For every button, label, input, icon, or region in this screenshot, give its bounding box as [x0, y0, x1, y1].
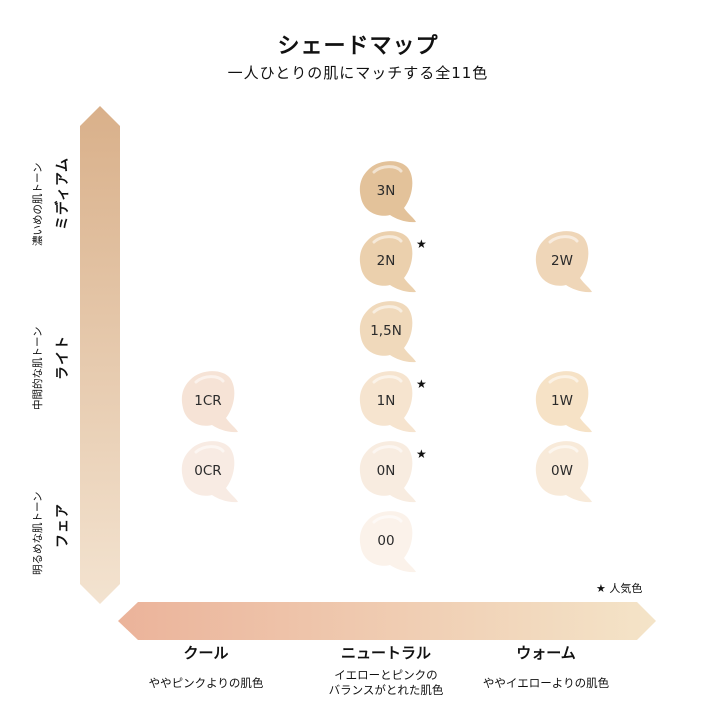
swatch-3n: 3N: [359, 161, 416, 223]
chart-title: シェードマップ: [277, 34, 439, 59]
swatch-label: 1W: [551, 393, 573, 409]
swatch-00: 00: [359, 511, 416, 573]
swatch-blob: [359, 161, 416, 223]
swatch-blob: [359, 301, 416, 363]
swatch-1w: 1W: [535, 371, 592, 433]
swatch-highlight: [548, 375, 579, 384]
swatch-blob: [359, 231, 416, 293]
chart-subtitle: 一人ひとりの肌にマッチする全11色: [227, 64, 489, 82]
swatch-2n: 2N ★: [359, 231, 427, 293]
swatch-highlight: [548, 445, 579, 454]
swatch-label: 0W: [551, 463, 573, 479]
y-label-medium: ミディアム: [55, 156, 71, 230]
popular-star-icon: ★: [416, 377, 427, 391]
swatch-highlight: [194, 445, 225, 454]
swatch-label: 1CR: [194, 393, 221, 409]
swatch-blob: [359, 511, 416, 573]
swatch-highlight: [372, 165, 403, 174]
swatch-label: 3N: [377, 183, 396, 199]
swatch-blob: [535, 441, 592, 503]
swatch-0n: 0N ★: [359, 441, 427, 503]
y-desc-fair: 明るめな肌トーン: [32, 491, 44, 575]
swatch-highlight: [372, 305, 403, 314]
swatch-label: 0N: [377, 463, 396, 479]
swatch-1n: 1N ★: [359, 371, 427, 433]
y-axis-arrow: [80, 106, 120, 604]
x-label-warm: ウォーム: [516, 644, 576, 662]
swatch-0cr: 0CR: [181, 441, 238, 503]
swatch-2w: 2W: [535, 231, 592, 293]
x-desc-warm: ややイエローよりの肌色: [482, 676, 610, 690]
swatch-label: 2N: [377, 253, 396, 269]
popular-star-icon: ★: [416, 237, 427, 251]
swatch-blob: [181, 371, 238, 433]
swatch-1-5n: 1,5N: [359, 301, 416, 363]
swatch-blob: [535, 371, 592, 433]
swatch-highlight: [372, 515, 403, 524]
x-label-neutral: ニュートラル: [340, 644, 431, 662]
swatch-highlight: [194, 375, 225, 384]
swatch-blob: [359, 441, 416, 503]
popular-star-icon: ★: [416, 447, 427, 461]
swatch-label: 00: [377, 533, 394, 549]
swatch-label: 1N: [377, 393, 396, 409]
y-label-light: ライト: [55, 335, 71, 380]
swatch-blob: [535, 231, 592, 293]
x-desc-neutral: イエローとピンクの バランスがとれた肌色: [328, 668, 444, 697]
y-label-fair: フェア: [55, 503, 71, 548]
swatch-highlight: [372, 375, 403, 384]
x-desc-cool: ややピンクよりの肌色: [148, 676, 264, 690]
swatch-highlight: [372, 235, 403, 244]
swatch-highlight: [372, 445, 403, 454]
swatch-0w: 0W: [535, 441, 592, 503]
swatch-label: 2W: [551, 253, 573, 269]
x-label-cool: クール: [183, 644, 229, 662]
swatch-label: 0CR: [194, 463, 221, 479]
swatch-blob: [359, 371, 416, 433]
swatch-1cr: 1CR: [181, 371, 238, 433]
popular-legend: ★ 人気色: [596, 582, 643, 595]
y-desc-light: 中間的な肌トーン: [32, 326, 44, 410]
swatch-label: 1,5N: [370, 323, 402, 339]
x-axis-arrow: [118, 602, 656, 640]
y-desc-medium: 濃いめの肌トーン: [32, 162, 44, 246]
swatch-layer: 3N 2N ★ 2W 1,5N 1CR 1N ★ 1W 0CR 0N ★ 0W 00: [181, 161, 592, 573]
swatch-highlight: [548, 235, 579, 244]
swatch-blob: [181, 441, 238, 503]
